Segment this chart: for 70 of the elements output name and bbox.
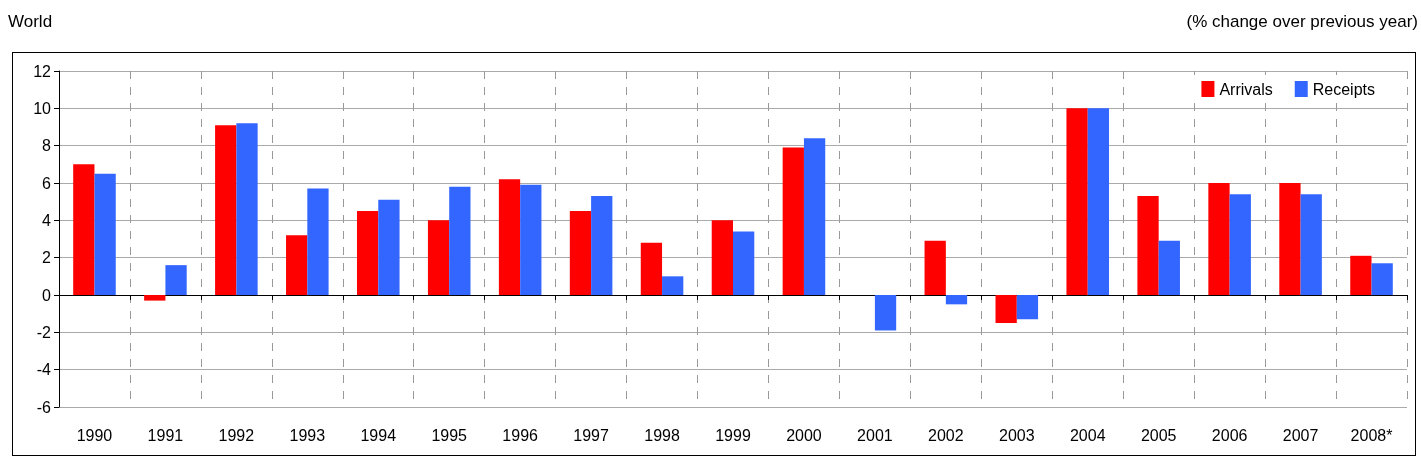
x-tick-label: 2003 (998, 426, 1035, 444)
x-tick-label: 1996 (502, 426, 539, 444)
y-tick-label: -2 (36, 323, 52, 341)
y-tick-label: -6 (36, 398, 52, 416)
x-tick-label: 2000 (786, 426, 822, 444)
bar (1350, 255, 1372, 295)
bar (924, 240, 946, 295)
bar (1371, 263, 1393, 295)
x-tick-label: 1998 (644, 426, 680, 444)
bar (286, 235, 308, 295)
y-tick-label: -4 (36, 361, 52, 379)
bar (520, 184, 542, 295)
bar (640, 242, 663, 295)
x-tick-label: 1990 (76, 426, 113, 444)
y-tick-label: 10 (33, 99, 52, 117)
bar (215, 125, 237, 295)
bar (1279, 183, 1301, 295)
bar (378, 199, 400, 295)
y-tick-label: 8 (42, 137, 52, 155)
bar (733, 231, 755, 295)
bar (1137, 196, 1159, 295)
chart-subtitle: (% change over previous year) (1186, 12, 1418, 32)
x-tick-label: 2006 (1211, 426, 1248, 444)
bar (782, 147, 804, 295)
x-tick-label: 1997 (573, 426, 609, 444)
bar (1016, 295, 1039, 320)
bar (356, 211, 379, 295)
bar (1087, 108, 1110, 295)
x-tick-label: 1993 (289, 426, 326, 444)
y-tick-label: 12 (33, 62, 52, 80)
bar (498, 179, 521, 295)
bar (1066, 108, 1088, 295)
bar (165, 265, 187, 295)
x-tick-label: 1992 (218, 426, 255, 444)
bar (662, 276, 684, 295)
x-tick-label: 1994 (360, 426, 397, 444)
x-tick-label: 2002 (928, 426, 964, 444)
bar (591, 196, 613, 295)
x-tick-label: 2001 (857, 426, 893, 444)
bar (73, 164, 95, 295)
y-tick-label: 6 (42, 174, 52, 192)
bar (995, 295, 1017, 323)
bar (236, 123, 258, 295)
x-tick-label: 1995 (431, 426, 468, 444)
y-tick-label: 0 (42, 286, 52, 304)
bar (1158, 240, 1180, 295)
bar (569, 211, 592, 295)
x-tick-label: 2005 (1140, 426, 1177, 444)
bar (307, 188, 329, 295)
bar (94, 173, 116, 295)
bar (449, 186, 471, 295)
bar (874, 295, 897, 331)
x-tick-label: 2008* (1350, 426, 1393, 444)
y-tick-label: 4 (42, 211, 52, 229)
chart-title: World (8, 12, 53, 32)
bar (144, 295, 166, 301)
bar (427, 220, 450, 295)
bar (1229, 194, 1251, 295)
x-tick-label: 1991 (147, 426, 184, 444)
bar (945, 295, 968, 305)
x-tick-label: 2007 (1282, 426, 1319, 444)
bar (1300, 194, 1322, 295)
x-tick-label: 2004 (1069, 426, 1106, 444)
y-tick-label: 2 (42, 249, 52, 267)
x-tick-label: 1999 (715, 426, 751, 444)
legend-label: Arrivals (1219, 80, 1273, 98)
bar (1208, 183, 1230, 295)
bar (803, 138, 826, 295)
legend-label: Receipts (1312, 80, 1375, 98)
bar (711, 220, 733, 295)
